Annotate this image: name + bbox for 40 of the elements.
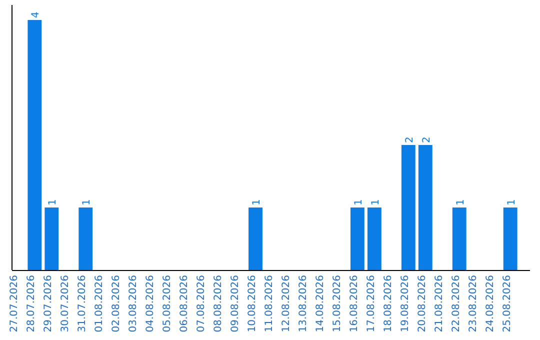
data-label: 1 xyxy=(82,199,93,206)
x-tick-label: 16.08.2026 xyxy=(348,275,360,332)
x-tick-label: 23.08.2026 xyxy=(468,275,479,332)
x-tick-label: 24.08.2026 xyxy=(484,275,496,332)
data-label: 1 xyxy=(370,199,382,206)
x-tick-label: 20.08.2026 xyxy=(416,275,428,332)
x-tick-label: 13.08.2026 xyxy=(298,275,309,332)
x-tick-label: 28.07.2026 xyxy=(26,275,38,332)
x-tick-label: 09.08.2026 xyxy=(230,275,242,332)
x-tick-label: 29.07.2026 xyxy=(43,275,54,332)
x-tick-label: 07.08.2026 xyxy=(196,275,208,332)
data-label: 2 xyxy=(421,136,432,143)
x-tick-label: 19.08.2026 xyxy=(400,275,411,332)
data-label: 1 xyxy=(353,199,364,206)
data-label: 2 xyxy=(404,136,416,143)
x-tick-label: 27.07.2026 xyxy=(9,275,20,332)
x-tick-label: 14.08.2026 xyxy=(314,275,326,332)
x-tick-label: 11.08.2026 xyxy=(264,275,275,332)
x-tick-label: 06.08.2026 xyxy=(179,275,190,332)
x-tick-label: 17.08.2026 xyxy=(366,275,377,332)
x-tick-label: 15.08.2026 xyxy=(332,275,343,332)
x-tick-label: 01.08.2026 xyxy=(94,275,106,332)
data-label: 1 xyxy=(252,199,263,206)
x-tick-label: 30.07.2026 xyxy=(60,275,72,332)
x-tick-label: 08.08.2026 xyxy=(213,275,224,332)
x-tick-label: 31.07.2026 xyxy=(77,275,88,332)
x-tick-label: 10.08.2026 xyxy=(247,275,258,332)
data-label: 1 xyxy=(455,199,466,206)
x-tick-label: 04.08.2026 xyxy=(145,275,156,332)
x-tick-label: 18.08.2026 xyxy=(382,275,394,332)
x-tick-label: 02.08.2026 xyxy=(111,275,122,332)
x-tick-label: 25.08.2026 xyxy=(502,275,513,332)
data-label: 1 xyxy=(48,199,59,206)
x-tick-label: 21.08.2026 xyxy=(434,275,445,332)
x-tick-label: 03.08.2026 xyxy=(128,275,140,332)
x-tick-label: 05.08.2026 xyxy=(162,275,174,332)
x-tick-label: 12.08.2026 xyxy=(280,275,292,332)
data-label: 4 xyxy=(30,12,42,18)
x-tick-label: 22.08.2026 xyxy=(450,275,462,332)
data-label: 1 xyxy=(506,199,518,206)
